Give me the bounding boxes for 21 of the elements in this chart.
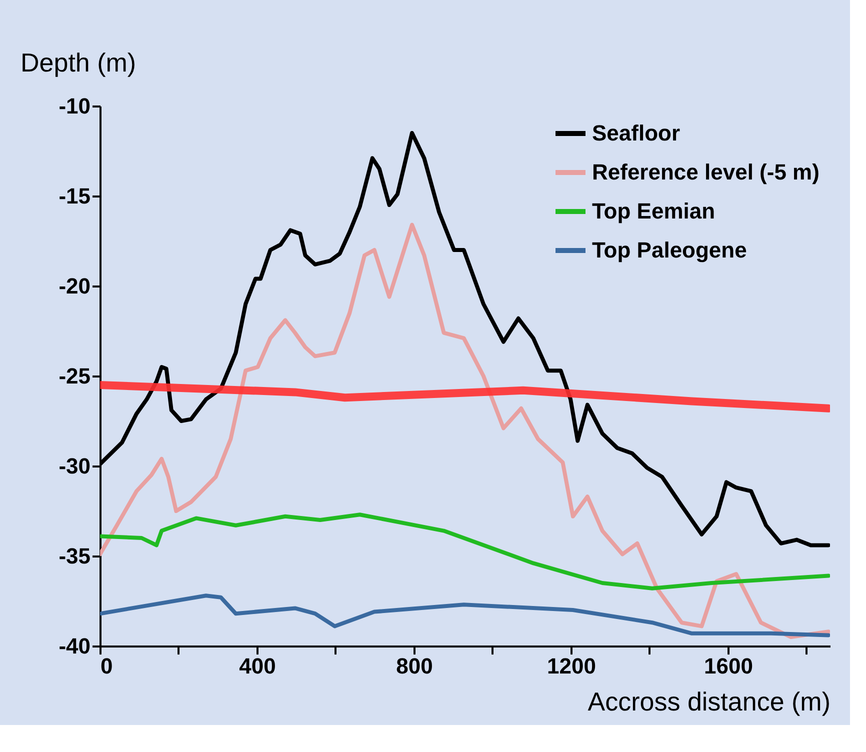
legend-label: Reference level (-5 m) — [592, 160, 820, 184]
legend-label: Top Paleogene — [592, 238, 747, 262]
y-tick-label: -20 — [58, 274, 90, 298]
y-tick-label: -10 — [58, 94, 90, 118]
y-tick-label: -35 — [58, 544, 90, 568]
y-tick-label: -40 — [58, 634, 90, 658]
line-series — [100, 594, 830, 638]
x-tick-label: 400 — [239, 654, 276, 678]
y-tick-label: -30 — [58, 454, 90, 478]
x-tick-label: 1600 — [704, 654, 753, 678]
x-tick-label: 0 — [100, 654, 113, 678]
line-series — [100, 222, 830, 639]
x-axis-title: Accross distance (m) — [588, 686, 830, 716]
x-tick-label: 1200 — [546, 654, 596, 678]
x-tick-label: 800 — [396, 654, 433, 678]
legend-label: Seafloor — [592, 120, 680, 146]
y-tick-label: -15 — [58, 184, 90, 208]
y-axis-title: Depth (m) — [20, 48, 136, 78]
line-series — [100, 512, 830, 590]
legend-label: Top Eemian — [592, 198, 716, 224]
y-tick-label: -25 — [58, 364, 90, 388]
